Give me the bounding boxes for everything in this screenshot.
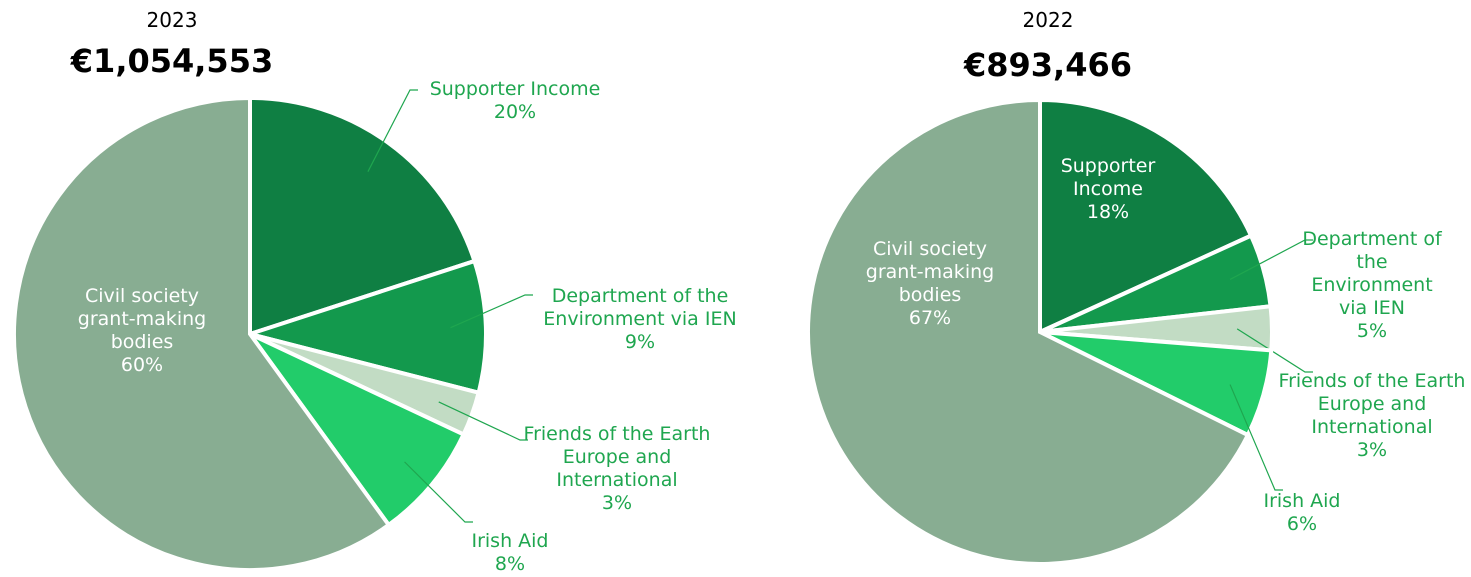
category-label: Irish Aid — [1263, 490, 1341, 512]
chart-subtitle: €1,054,553 — [70, 42, 274, 80]
slice-label: Friends of the Earth Europe and Internat… — [1272, 370, 1471, 462]
value-label: 8% — [494, 553, 526, 575]
category-label: Friends of the Earth Europe and Internat… — [523, 423, 711, 491]
leader-line — [1236, 328, 1313, 373]
slice-label: Civil society grant-making bodies 67% — [845, 238, 1015, 330]
chart-title: 2023 — [146, 8, 198, 32]
pie-slice — [248, 332, 467, 528]
pie-slice — [248, 95, 477, 337]
slice-label: Supporter Income 20% — [405, 78, 625, 124]
value-label: 6% — [1286, 513, 1318, 535]
slice-label: Department of the Environment via IEN 5% — [1297, 228, 1447, 343]
value-label: 60% — [120, 354, 164, 376]
slice-label: Supporter Income 18% — [1048, 155, 1168, 224]
chart-subtitle: €893,466 — [963, 46, 1133, 84]
leader-line — [367, 89, 418, 172]
category-label: Supporter Income — [1060, 155, 1156, 200]
leader-line — [404, 461, 473, 523]
slice-label: Irish Aid 6% — [1252, 490, 1352, 536]
value-label: 3% — [601, 492, 633, 514]
leader-line — [1229, 239, 1313, 280]
slice-label: Irish Aid 8% — [450, 530, 570, 576]
value-label: 3% — [1356, 439, 1388, 461]
category-label: Department of the Environment via IEN — [543, 285, 737, 330]
pie-slice — [12, 95, 392, 572]
value-label: 9% — [624, 331, 656, 353]
category-label: Irish Aid — [471, 530, 549, 552]
category-label: Department of the Environment via IEN — [1302, 228, 1442, 319]
chart-title: 2022 — [1022, 8, 1074, 32]
category-label: Civil society grant-making bodies — [865, 238, 995, 306]
value-label: 20% — [493, 101, 537, 123]
category-label: Friends of the Earth Europe and Internat… — [1278, 370, 1466, 438]
value-label: 18% — [1086, 201, 1130, 223]
leader-line — [438, 401, 528, 441]
category-label: Civil society grant-making bodies — [77, 285, 207, 353]
leader-line — [1229, 384, 1283, 491]
pie-slice — [1038, 97, 1254, 336]
slice-label: Civil society grant-making bodies 60% — [57, 285, 227, 377]
pie-slice — [242, 258, 488, 396]
value-label: 67% — [908, 307, 952, 329]
slice-label: Department of the Environment via IEN 9% — [520, 285, 760, 354]
leader-line — [450, 294, 533, 329]
category-label: Supporter Income — [429, 78, 601, 100]
value-label: 5% — [1356, 320, 1388, 342]
pie-slice — [806, 97, 1251, 566]
slice-label: Friends of the Earth Europe and Internat… — [522, 423, 712, 515]
